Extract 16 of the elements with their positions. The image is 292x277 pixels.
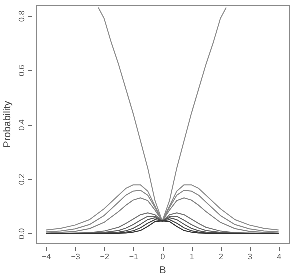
- y-tick-label: 0.4: [18, 119, 26, 131]
- y-tick-label: 0.6: [18, 64, 26, 76]
- x-tick-label: −2: [100, 252, 110, 262]
- x-tick-label: 0: [160, 252, 166, 262]
- y-tick-label: 0.0: [18, 228, 26, 240]
- x-tick-label: 2: [218, 252, 224, 262]
- x-tick-label: 3: [248, 252, 254, 262]
- y-tick-label: 0.2: [18, 173, 26, 186]
- x-tick-label: −1: [129, 252, 140, 262]
- x-tick-label: −4: [42, 252, 52, 262]
- y-tick-label: 0.8: [18, 10, 26, 22]
- x-tick-label: −3: [71, 252, 81, 262]
- x-tick-label: 4: [277, 252, 282, 262]
- x-axis-title: B: [160, 266, 167, 276]
- x-tick-label: 1: [190, 252, 195, 262]
- y-axis-title: Probability: [2, 101, 14, 148]
